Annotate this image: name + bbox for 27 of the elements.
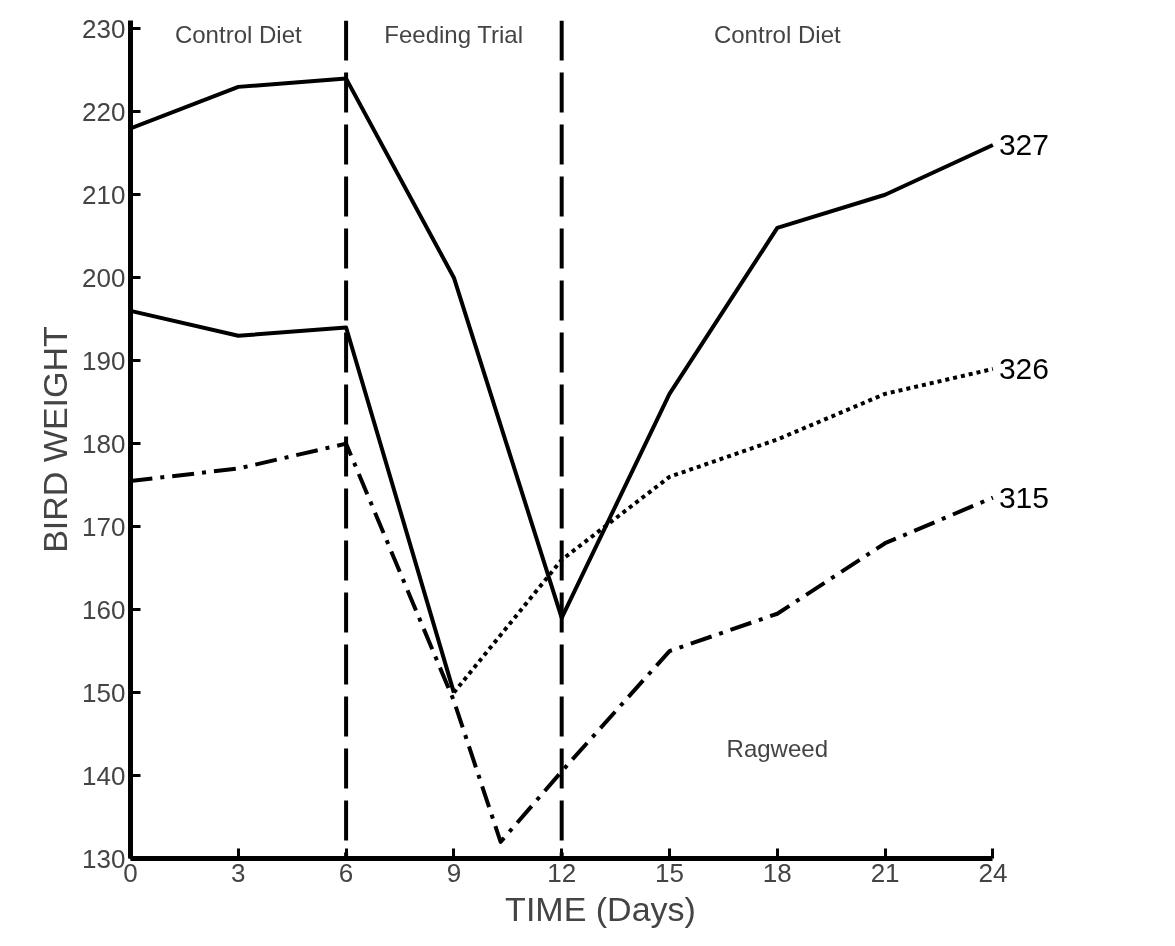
x-tick-label: 21: [870, 857, 900, 888]
y-tick-label: 200: [82, 262, 126, 293]
series-label: 315: [998, 480, 1049, 514]
y-axis-title: BIRD WEIGHT: [36, 326, 75, 553]
x-tick-label: 18: [762, 857, 792, 888]
x-tick-label: 24: [978, 857, 1008, 888]
y-tick-label: 230: [82, 13, 126, 44]
y-tick-label: 170: [82, 511, 126, 542]
x-axis-title: TIME (Days): [505, 889, 696, 928]
x-tick-label: 12: [547, 857, 577, 888]
y-tick-label: 220: [82, 96, 126, 127]
annotation: Control Diet: [174, 20, 302, 48]
annotation: Control Diet: [713, 20, 841, 48]
y-tick-label: 190: [82, 345, 126, 376]
y-tick-label: 160: [82, 594, 126, 625]
annotation: Ragweed: [726, 735, 828, 762]
annotation: Feeding Trial: [384, 20, 524, 48]
series-label: 327: [998, 127, 1049, 161]
y-tick-label: 150: [82, 677, 126, 708]
y-tick-label: 210: [82, 179, 126, 210]
series-label: 326: [998, 351, 1049, 385]
x-tick-label: 15: [655, 857, 684, 888]
x-tick-label: 6: [338, 857, 354, 888]
x-tick-label: 3: [231, 857, 246, 888]
y-tick-label: 180: [82, 428, 126, 459]
y-tick-label: 140: [82, 760, 126, 791]
x-tick-label: 9: [446, 857, 462, 888]
